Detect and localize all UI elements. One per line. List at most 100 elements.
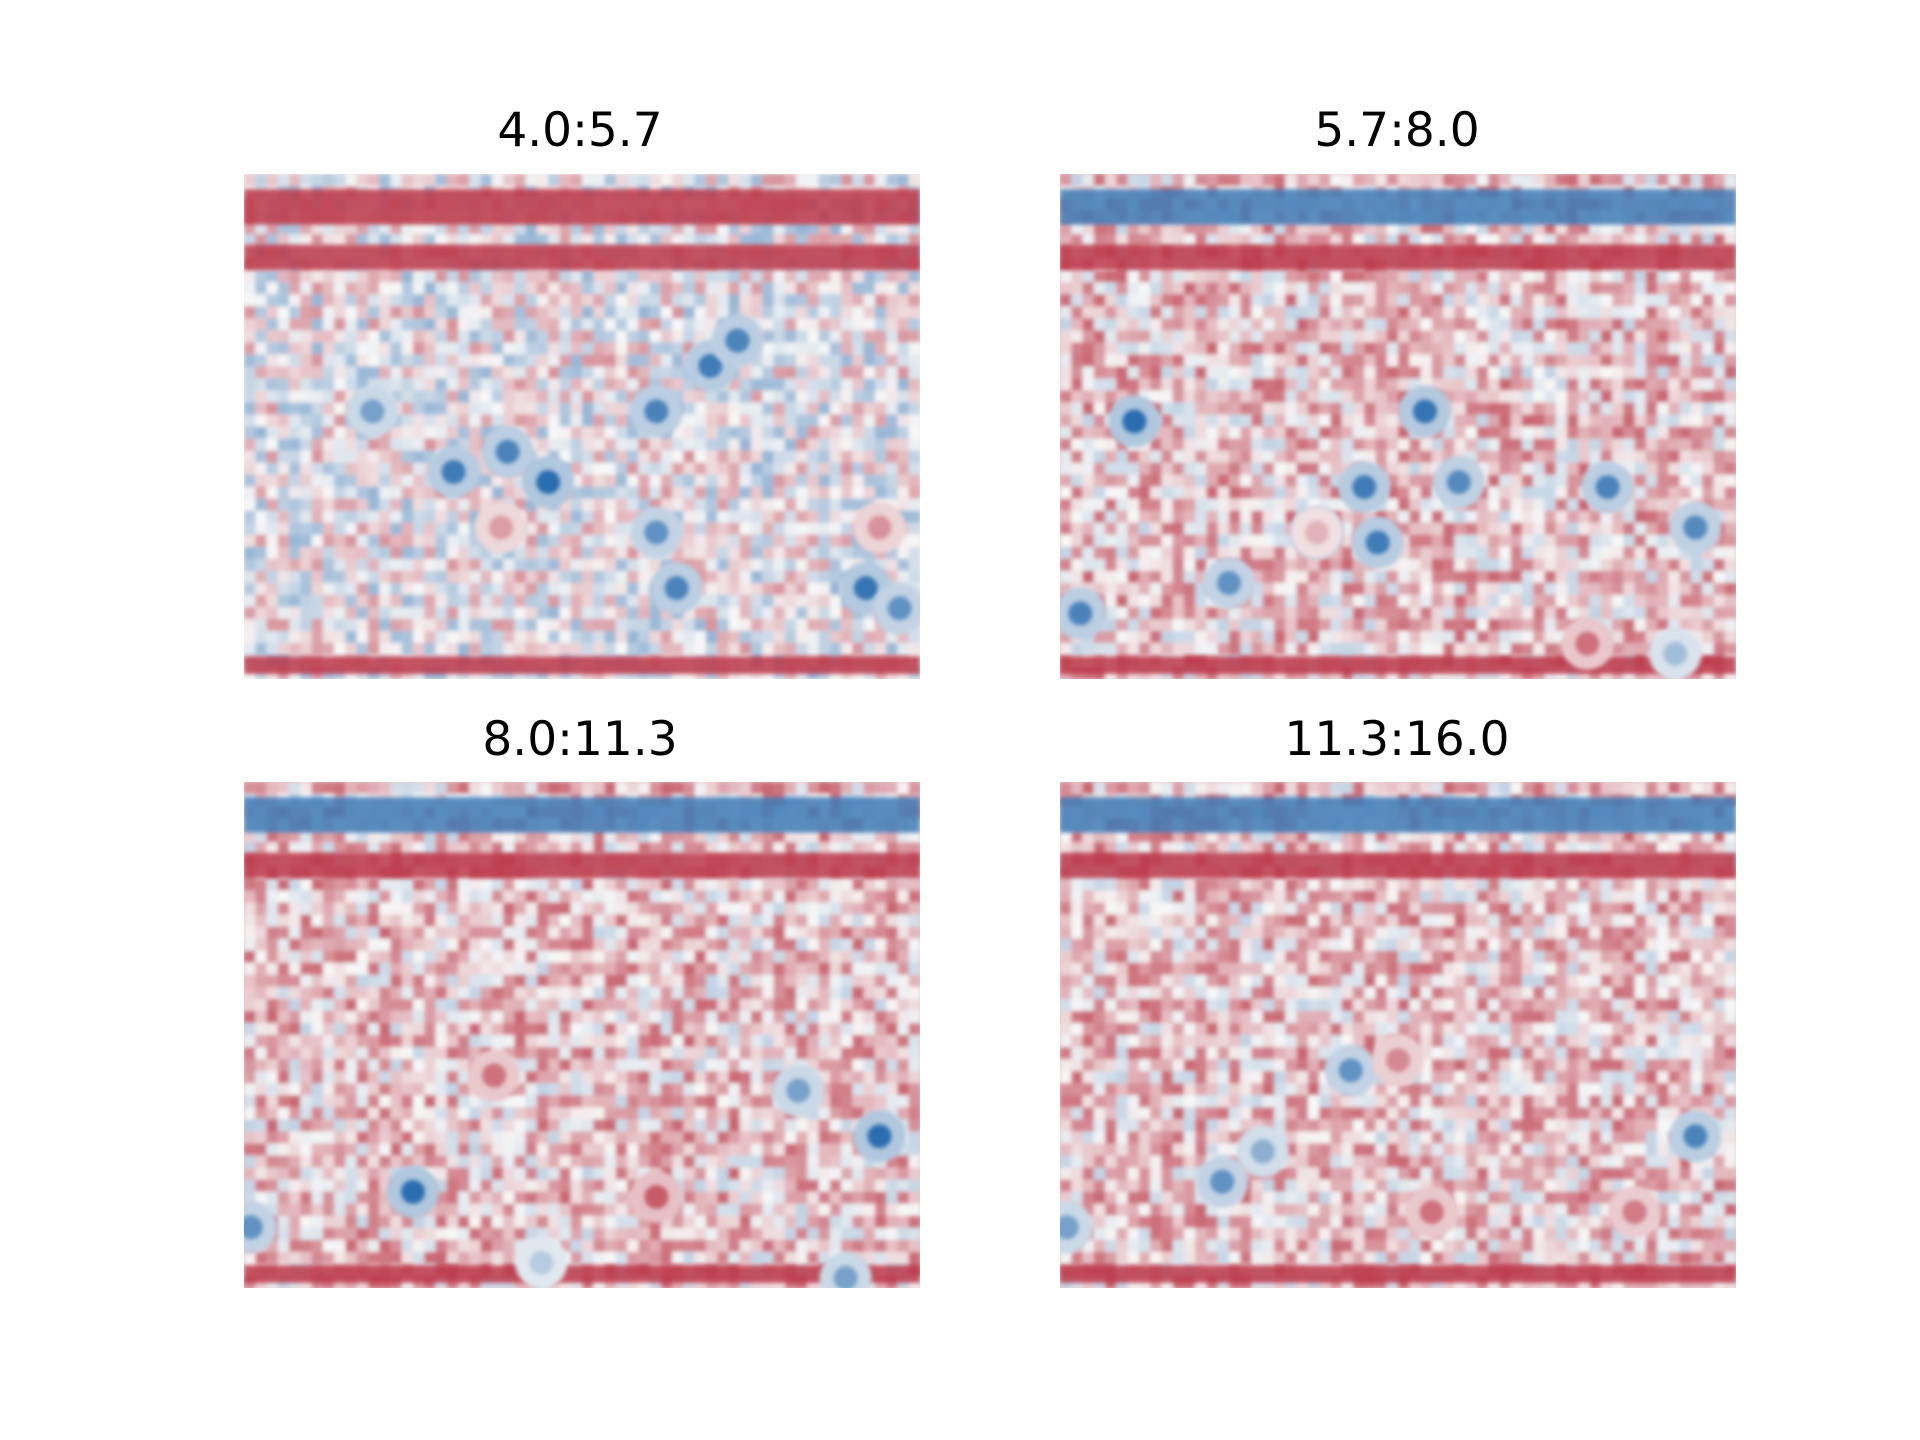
- heatmap-cell: [863, 342, 876, 355]
- heatmap-cell: [413, 522, 425, 536]
- heatmap-cell: [1454, 282, 1467, 295]
- heatmap-cell: [897, 330, 910, 343]
- heatmap-cell: [1488, 390, 1500, 403]
- heatmap-cell: [1465, 174, 1478, 187]
- heatmap-cell: [897, 546, 910, 560]
- heatmap-cell: [1127, 582, 1140, 596]
- heatmap-cell: [807, 546, 820, 560]
- heatmap-cell: [672, 438, 684, 452]
- heatmap-cell: [1251, 582, 1264, 596]
- heatmap-cell: [390, 174, 403, 187]
- heatmap-cell: [1150, 174, 1162, 187]
- heatmap-cell: [1657, 558, 1669, 572]
- heatmap-cell: [503, 174, 515, 187]
- heatmap-cell: [244, 282, 256, 295]
- heatmap-cell: [582, 174, 594, 187]
- heatmap-cell: [1623, 402, 1636, 416]
- heatmap-cell: [1724, 570, 1736, 584]
- heatmap-cell: [1093, 378, 1106, 391]
- heatmap-cell: [1499, 498, 1512, 512]
- heatmap-cell: [1443, 558, 1455, 572]
- heatmap-cell: [559, 378, 572, 391]
- heatmap-cell: [683, 618, 696, 632]
- heatmap-cell: [401, 522, 414, 536]
- heatmap-cell: [1420, 318, 1433, 331]
- heatmap-cell: [1645, 474, 1658, 488]
- heatmap-cell: [841, 342, 853, 355]
- heatmap-cell: [705, 414, 718, 428]
- heatmap-cell: [266, 510, 279, 524]
- heatmap-cell: [413, 342, 425, 355]
- heatmap-cell: [536, 582, 549, 596]
- heatmap-cell: [1533, 618, 1546, 632]
- heatmap-cell: [525, 606, 538, 620]
- heatmap-cell: [1319, 570, 1331, 584]
- heatmap-cell: [345, 606, 358, 620]
- heatmap-cell: [1409, 354, 1422, 367]
- heatmap-cell: [1499, 606, 1512, 620]
- heatmap-cell: [1127, 486, 1140, 500]
- heatmap-cell: [615, 222, 628, 235]
- heatmap-cell: [1386, 330, 1399, 343]
- heatmap-cell: [863, 378, 876, 391]
- heatmap-cell: [908, 222, 920, 235]
- heatmap-cell: [1521, 498, 1534, 512]
- heatmap-cell: [593, 450, 606, 464]
- heatmap-cell: [796, 558, 808, 572]
- heatmap-cell: [1364, 366, 1377, 379]
- heatmap-cell: [1713, 270, 1726, 283]
- heatmap-cell: [751, 294, 763, 307]
- heatmap-cell: [1172, 438, 1185, 452]
- heatmap-cell: [1623, 390, 1636, 403]
- heatmap-cell: [1386, 570, 1399, 584]
- heatmap-cell: [717, 174, 730, 187]
- heatmap-cell: [367, 366, 380, 379]
- heatmap-cell: [784, 306, 797, 319]
- heatmap-cell: [615, 558, 628, 572]
- heatmap-cell: [1567, 270, 1579, 283]
- heatmap-cell: [401, 414, 414, 428]
- heatmap-cell: [1296, 270, 1309, 283]
- heatmap-cell: [525, 426, 538, 440]
- heatmap-cell: [1713, 498, 1726, 512]
- heatmap-cell: [1578, 306, 1591, 319]
- heatmap-cell: [1251, 354, 1264, 367]
- heatmap-cell: [728, 558, 741, 572]
- heatmap-cell: [672, 498, 684, 512]
- heatmap-cell: [525, 174, 538, 187]
- heatmap-cell: [1657, 174, 1669, 187]
- heatmap-cell: [841, 510, 853, 524]
- heatmap-cell: [390, 426, 403, 440]
- heatmap-cell: [1330, 594, 1343, 608]
- heatmap-cell: [1521, 486, 1534, 500]
- heatmap-cell: [1375, 270, 1388, 283]
- heatmap-cell: [266, 582, 279, 596]
- heatmap-cell: [1544, 462, 1557, 476]
- heatmap-cell: [1262, 282, 1275, 295]
- heatmap-cell: [1285, 606, 1298, 620]
- heatmap-cell: [1510, 330, 1523, 343]
- heatmap-cell: [390, 606, 403, 620]
- heatmap-cell: [1657, 570, 1669, 584]
- heatmap-cell: [1172, 630, 1185, 644]
- heatmap-cell: [1634, 630, 1647, 644]
- heatmap-cell: [1262, 222, 1275, 235]
- heatmap-cell: [1431, 642, 1444, 656]
- heatmap-cell: [1082, 306, 1095, 319]
- heatmap-cell: [1623, 438, 1636, 452]
- heatmap-cell: [435, 282, 448, 295]
- heatmap-cell: [773, 546, 786, 560]
- heatmap-cell: [1476, 486, 1489, 500]
- heatmap-cell: [1352, 378, 1365, 391]
- heatmap-cell: [1702, 366, 1715, 379]
- heatmap-cell: [491, 402, 504, 416]
- heatmap-cell: [739, 390, 752, 403]
- heatmap-cell: [1071, 546, 1084, 560]
- heatmap-cell: [1713, 582, 1726, 596]
- heatmap-cell: [1285, 294, 1298, 307]
- heatmap-cell: [897, 306, 910, 319]
- heatmap-cell: [480, 234, 493, 247]
- heatmap-cell: [1431, 522, 1444, 536]
- heatmap-cell: [559, 426, 572, 440]
- heatmap-cell: [1510, 642, 1523, 656]
